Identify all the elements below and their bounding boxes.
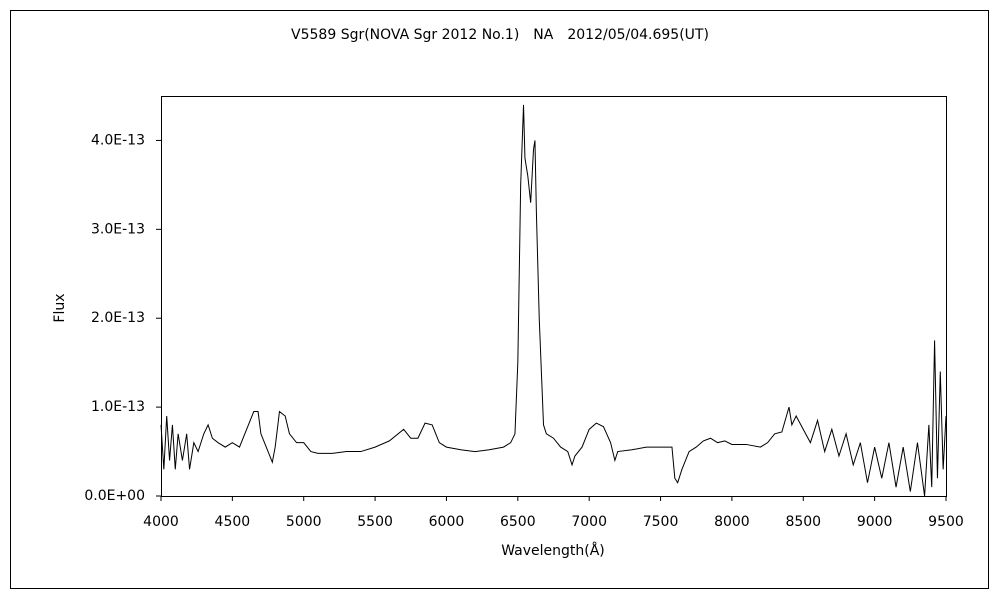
x-tick-label: 5500	[357, 514, 393, 530]
x-tick-label: 8500	[785, 514, 821, 530]
x-tick-label: 6500	[500, 514, 536, 530]
x-tick-label: 4000	[143, 514, 179, 530]
x-tick-label: 6000	[429, 514, 465, 530]
x-tick-label: 7500	[643, 514, 679, 530]
y-tick-label: 0.0E+00	[84, 488, 145, 504]
x-tick-label: 9500	[928, 514, 964, 530]
y-tick-label: 4.0E-13	[91, 132, 145, 148]
chart-title: V5589 Sgr(NOVA Sgr 2012 No.1) NA 2012/05…	[291, 27, 709, 43]
y-tick-label: 3.0E-13	[91, 221, 145, 237]
x-tick-label: 4500	[215, 514, 251, 530]
x-tick-label: 9000	[857, 514, 893, 530]
y-tick-label: 1.0E-13	[91, 399, 145, 415]
plot-area	[161, 96, 947, 497]
y-tick-label: 2.0E-13	[91, 310, 145, 326]
x-tick-label: 5000	[286, 514, 322, 530]
x-tick-label: 8000	[714, 514, 750, 530]
spectrum-line	[160, 104, 947, 497]
y-axis-label: Flux	[52, 293, 68, 322]
chart-frame	[10, 10, 989, 589]
x-axis-label: Wavelength(Å)	[501, 542, 605, 559]
x-tick-label: 7000	[571, 514, 607, 530]
